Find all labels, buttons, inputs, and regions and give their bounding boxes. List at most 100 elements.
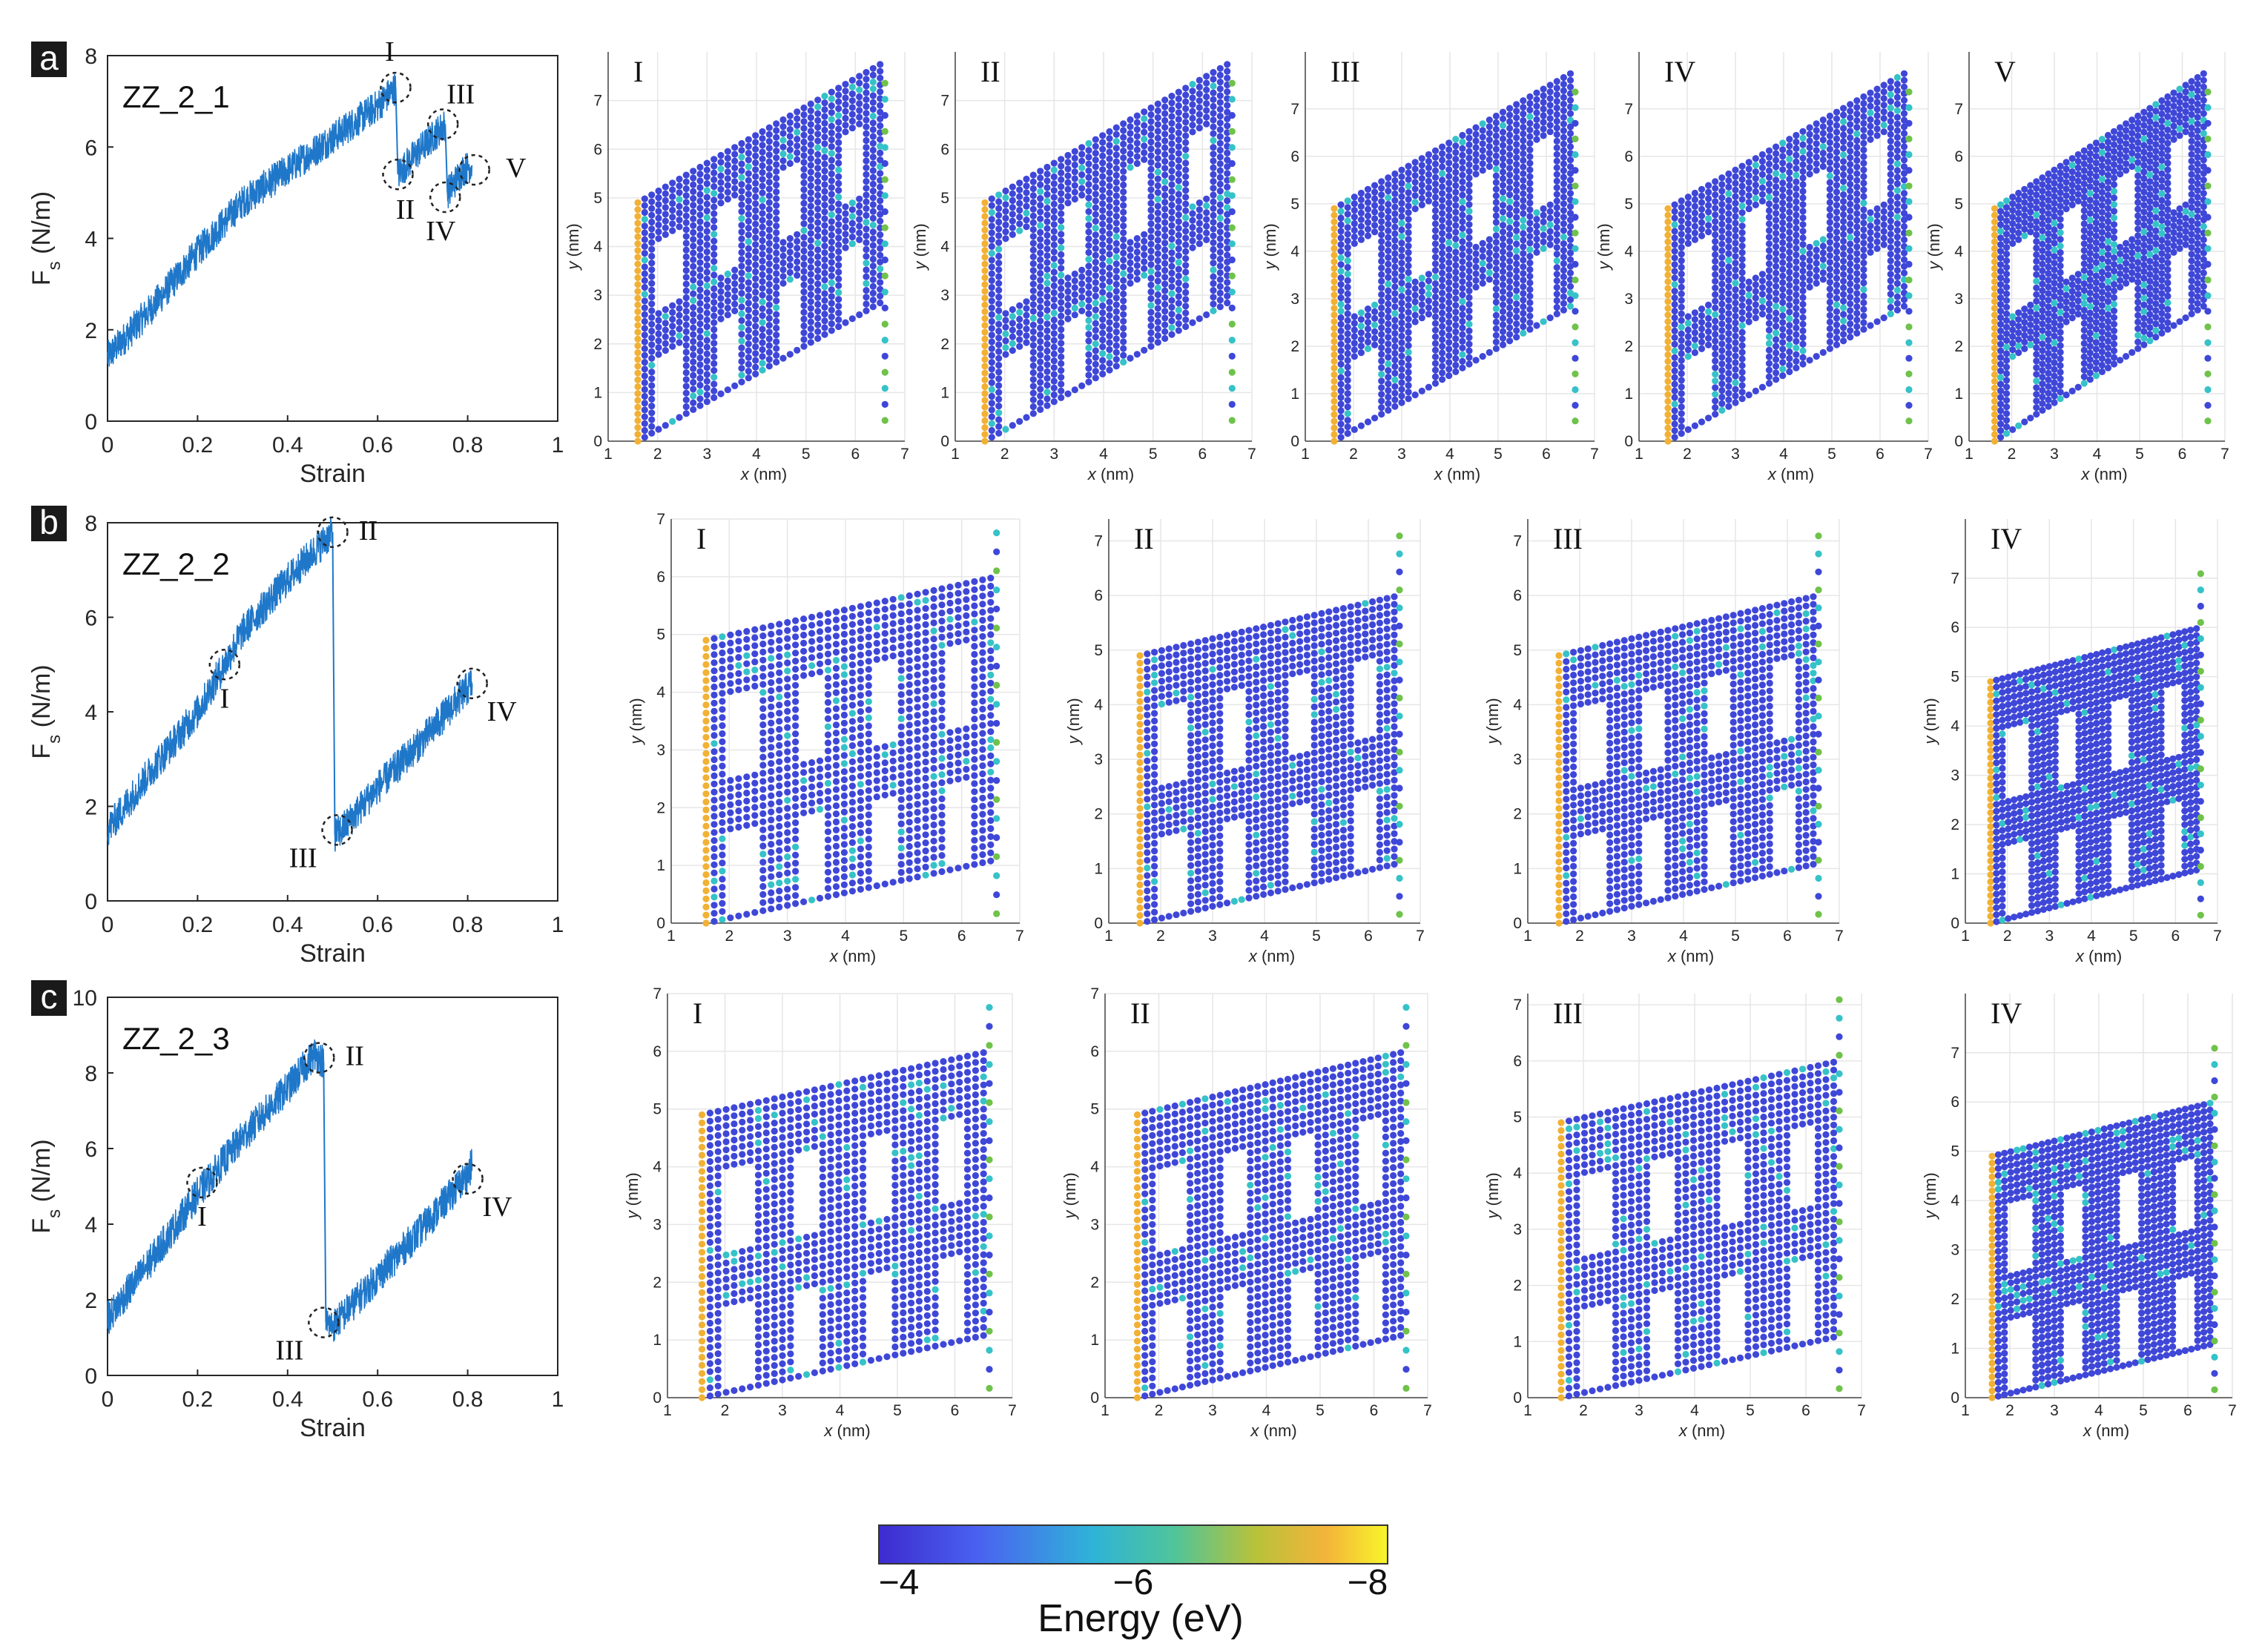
atom (648, 341, 656, 348)
atom (738, 290, 745, 297)
atom (2039, 188, 2046, 195)
atom (1553, 310, 1560, 317)
atom (1566, 83, 1575, 90)
atom (1513, 114, 1520, 122)
atom (2045, 230, 2052, 237)
atom (1718, 247, 1726, 254)
atom (1405, 282, 1412, 289)
atom (1560, 200, 1567, 208)
atom (1411, 278, 1419, 285)
atom (1405, 162, 1412, 170)
atom (1050, 377, 1058, 385)
atom (1833, 314, 1841, 322)
atom (1050, 364, 1058, 371)
atom (641, 420, 648, 427)
atom (835, 146, 843, 153)
atom (995, 300, 1003, 308)
atom (1465, 181, 1473, 188)
atom (1189, 231, 1196, 238)
atom (1900, 110, 1908, 117)
atom (1385, 287, 1392, 294)
atom (1043, 259, 1051, 266)
atom (1405, 236, 1412, 243)
snapshot-x-tick: 7 (2220, 446, 2229, 463)
atom (703, 200, 710, 208)
atom (1175, 102, 1182, 110)
edge-atom (1228, 128, 1236, 135)
atom (1364, 192, 1372, 199)
atom (1189, 203, 1196, 211)
atom (2003, 297, 2011, 304)
atom (1002, 208, 1009, 215)
atom (1154, 182, 1161, 190)
atom (1492, 119, 1500, 127)
atom (1050, 180, 1058, 188)
atom (1847, 334, 1854, 341)
atom (988, 351, 995, 359)
atom (1106, 244, 1113, 251)
atom (1900, 276, 1908, 283)
atom (1773, 150, 1780, 157)
snapshot-y-tick: 4 (1624, 243, 1633, 260)
atom (1678, 237, 1685, 245)
atom (752, 363, 759, 371)
atom (1337, 268, 1345, 275)
atom (1120, 195, 1127, 202)
atom (988, 283, 995, 291)
atom (634, 397, 642, 404)
atom (1786, 136, 1793, 143)
atom (1147, 274, 1155, 282)
atom (1147, 247, 1155, 255)
atom (1526, 126, 1534, 133)
atom (759, 169, 766, 176)
atom (869, 139, 877, 147)
atom (710, 346, 718, 354)
atom (2021, 338, 2028, 346)
y-tick-label: 2 (85, 319, 97, 343)
atom (1029, 171, 1037, 179)
atom (1684, 226, 1692, 234)
atom (1439, 237, 1446, 244)
atom (779, 245, 787, 253)
atom (1106, 169, 1113, 176)
atom (1465, 294, 1473, 301)
atom (2009, 320, 2017, 327)
atom (1043, 171, 1051, 178)
atom (724, 386, 731, 394)
atom (1765, 366, 1773, 374)
atom (2003, 277, 2011, 284)
atom (1671, 380, 1678, 388)
atom (1678, 370, 1685, 377)
atom (1513, 234, 1520, 241)
atom (1085, 242, 1092, 249)
atom (995, 266, 1003, 274)
atom (1893, 127, 1901, 134)
atom (690, 331, 697, 338)
atom (773, 324, 780, 332)
atom (1078, 185, 1086, 192)
atom (988, 379, 995, 386)
atom (745, 150, 752, 157)
atom (1459, 258, 1466, 265)
atom (2003, 263, 2011, 271)
atom (634, 240, 642, 248)
snapshot-y-tick: 0 (1954, 433, 1963, 450)
snapshot-y-tick: 2 (1290, 338, 1299, 355)
atom (814, 185, 822, 192)
atom (1712, 331, 1719, 338)
force-curve-segment (397, 111, 446, 187)
atom (1779, 153, 1787, 160)
atom (877, 279, 884, 286)
atom (1492, 318, 1500, 326)
snapshot-label: III (1331, 55, 1360, 88)
atom (1064, 390, 1072, 397)
atom (800, 261, 808, 268)
atom (1016, 336, 1023, 343)
atom (1405, 355, 1412, 363)
atom (1799, 334, 1807, 341)
atom (1371, 314, 1379, 322)
atom (2009, 219, 2017, 228)
atom (765, 308, 773, 315)
atom (1698, 225, 1706, 233)
atom (1566, 163, 1575, 171)
